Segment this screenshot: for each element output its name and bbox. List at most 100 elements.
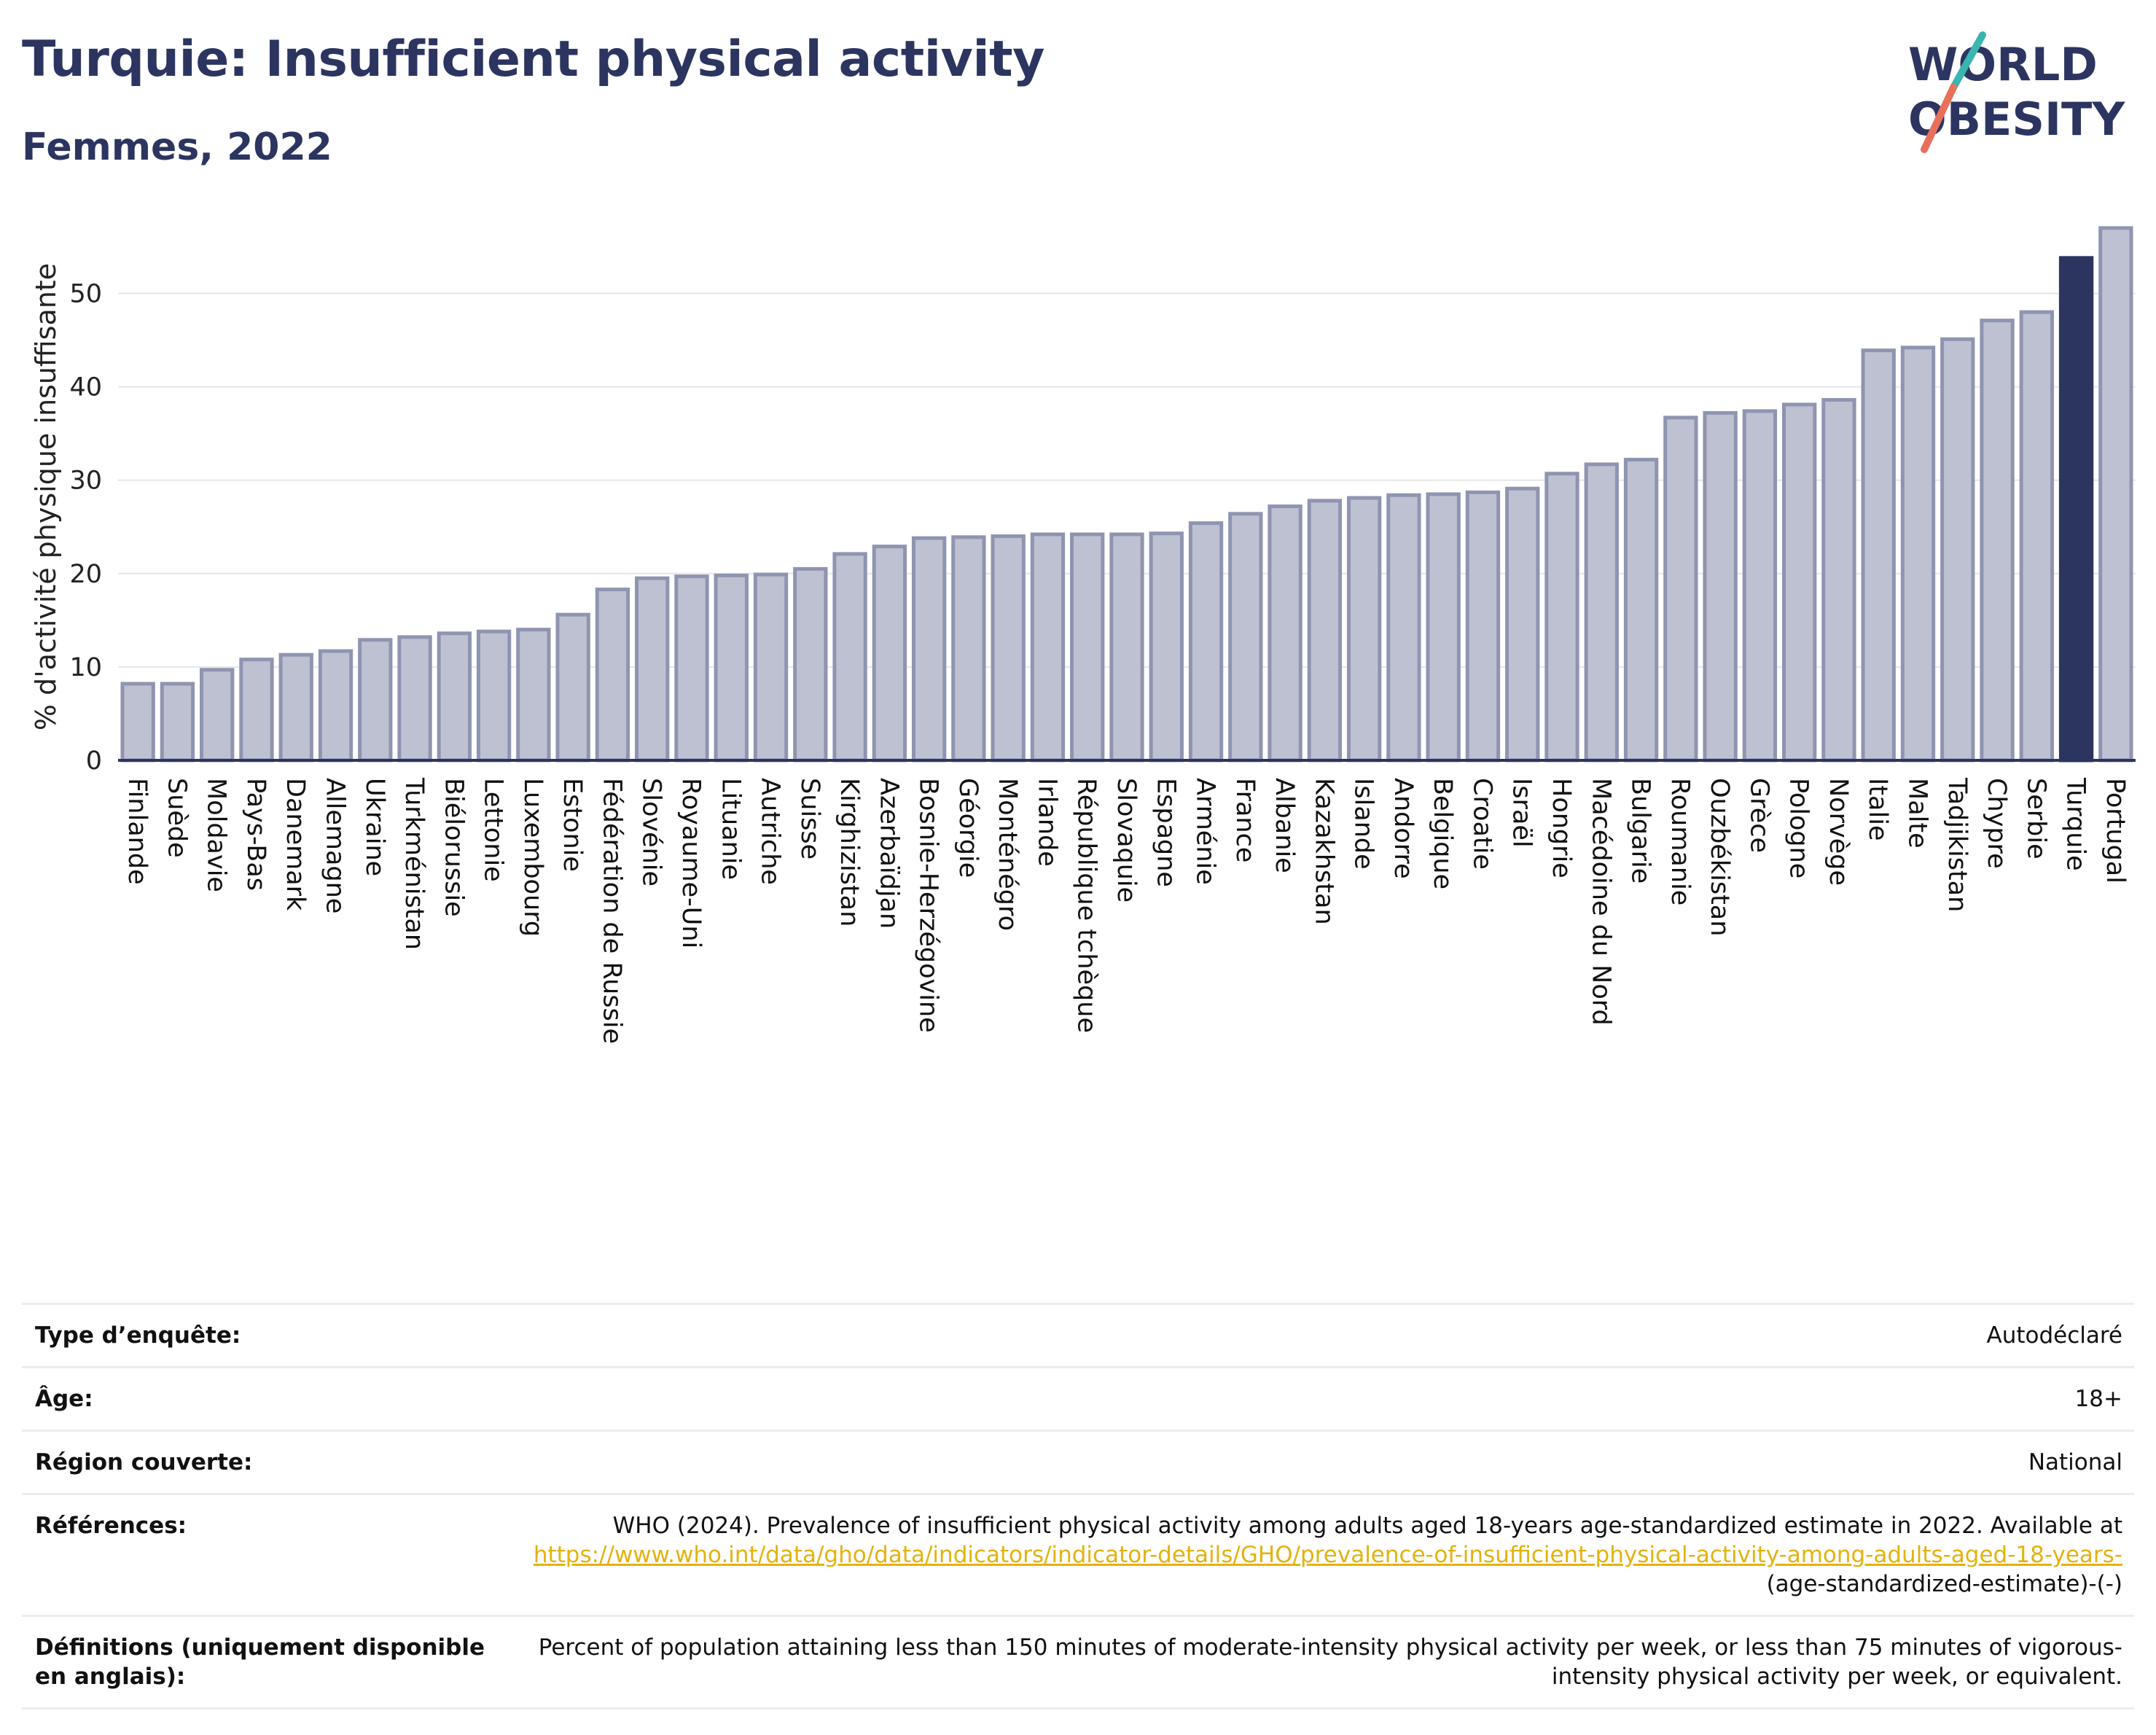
bar-41: [1742, 409, 1778, 763]
bar-24: [1070, 532, 1105, 763]
meta-key: Région couverte:: [22, 1430, 501, 1494]
logo-line1: WORLD: [1908, 38, 2098, 91]
bar-39: [1663, 416, 1698, 763]
x-tick-label: Pologne: [1784, 778, 1813, 878]
bar-28: [1228, 512, 1263, 763]
x-tick-label: Belgique: [1428, 778, 1457, 889]
bar-27: [1188, 521, 1224, 763]
bar-0: [120, 682, 155, 763]
x-tick-label: Moldavie: [202, 778, 231, 892]
bar-17: [793, 566, 828, 763]
meta-key: Âge:: [22, 1366, 501, 1431]
x-tick-label: Bosnie-Herzégovine: [914, 778, 943, 1033]
x-tick-label: Grèce: [1744, 778, 1773, 853]
meta-value: National: [501, 1430, 2134, 1494]
x-tick-label: Slovaquie: [1112, 778, 1141, 902]
bar-12: [595, 588, 630, 763]
x-tick-label: Pays-Bas: [241, 778, 270, 891]
bar-16: [753, 572, 789, 763]
x-tick-label: Ukraine: [360, 778, 389, 876]
x-tick-label: Monténégro: [993, 778, 1022, 931]
x-tick-label: Norvège: [1824, 778, 1853, 886]
bar-6: [358, 638, 393, 763]
x-tick-label: Macédoine du Nord: [1586, 778, 1615, 1026]
logo-slash-teal: [1950, 31, 1986, 91]
x-tick-label: Kirghizistan: [835, 778, 864, 927]
x-tick-label: Slovénie: [637, 778, 666, 886]
bar-25: [1109, 532, 1144, 763]
bar-33: [1426, 492, 1461, 763]
meta-key: Références:: [22, 1493, 501, 1616]
x-tick-label: Biélorussie: [439, 778, 468, 917]
y-tick-label: 50: [69, 279, 102, 308]
meta-value: 18+: [501, 1366, 2134, 1431]
bar-43: [1821, 398, 1856, 763]
bar-31: [1346, 496, 1382, 763]
y-tick-label: 10: [69, 653, 102, 682]
x-tick-label: Turquie: [2061, 777, 2090, 871]
bar-50: [2098, 226, 2133, 763]
bar-13: [635, 576, 670, 763]
bar-chart: 0 10 20 30 40 50% d'activité physique insuffi…: [30, 226, 2136, 1044]
x-tick-label: Turkménistan: [399, 777, 429, 950]
meta-row-references: Références: WHO (2024). Prevalence of in…: [22, 1493, 2134, 1616]
x-tick-label: Espagne: [1151, 778, 1180, 887]
logo-slash-coral: [1921, 84, 1957, 153]
x-tick-label: Italie: [1863, 778, 1892, 841]
x-tick-label: Irlande: [1032, 778, 1061, 867]
bar-34: [1465, 490, 1501, 763]
x-tick-label: Hongrie: [1547, 778, 1576, 878]
bar-15: [714, 573, 749, 763]
x-tick-label: Géorgie: [953, 778, 983, 878]
meta-key: Type d’enquête:: [22, 1303, 501, 1368]
x-tick-label: Allemagne: [321, 778, 350, 913]
meta-key: Définitions (uniquement disponible en an…: [22, 1615, 501, 1709]
x-tick-label: Andorre: [1388, 778, 1418, 879]
bar-45: [1900, 346, 1936, 763]
x-tick-label: Estonie: [558, 778, 587, 872]
y-tick-label: 40: [69, 373, 102, 402]
x-tick-label: Fédération de Russie: [597, 778, 626, 1044]
bar-22: [991, 534, 1026, 763]
meta-row-survey: Type d’enquête: Autodéclaré: [22, 1303, 2134, 1368]
bar-38: [1623, 458, 1659, 763]
metadata-table: Type d’enquête: Autodéclaré Âge: 18+ Rég…: [22, 1303, 2134, 1709]
meta-row-age: Âge: 18+: [22, 1366, 2134, 1431]
x-tick-label: Ouzbékistan: [1705, 778, 1734, 936]
x-tick-label: Bulgarie: [1626, 778, 1655, 884]
x-tick-label: Portugal: [2101, 778, 2130, 884]
bar-21: [951, 535, 986, 763]
x-tick-label: Lettonie: [479, 778, 508, 882]
reference-suffix: (age-standardized-estimate)-(-): [1766, 1571, 2122, 1597]
bar-36: [1544, 472, 1579, 763]
reference-text: WHO (2024). Prevalence of insufficient p…: [612, 1513, 2122, 1539]
bar-20: [911, 536, 947, 763]
meta-row-region: Région couverte: National: [22, 1430, 2134, 1494]
bar-46: [1940, 337, 1975, 763]
x-tick-label: Lituanie: [716, 778, 745, 880]
x-tick-label: Malte: [1902, 778, 1932, 849]
meta-row-definitions: Définitions (uniquement disponible en an…: [22, 1615, 2134, 1709]
y-tick-label: 20: [69, 560, 102, 589]
x-tick-label: Roumanie: [1665, 778, 1695, 905]
bar-4: [278, 652, 313, 763]
reference-link[interactable]: https://www.who.int/data/gho/data/indica…: [533, 1542, 2122, 1568]
bar-8: [437, 631, 472, 763]
bar-42: [1781, 402, 1817, 763]
bar-29: [1268, 504, 1302, 763]
bar-49: [2058, 256, 2094, 763]
y-tick-label: 0: [86, 746, 102, 776]
x-tick-label: Royaume-Uni: [676, 778, 706, 948]
y-axis-label: % d'activité physique insuffisante: [30, 263, 62, 730]
bar-23: [1030, 532, 1066, 763]
x-tick-label: Azerbaïdjan: [874, 778, 903, 929]
bar-1: [160, 682, 195, 763]
meta-value: Percent of population attaining less tha…: [501, 1615, 2134, 1709]
x-tick-label: Croatie: [1467, 778, 1496, 870]
x-tick-label: Islande: [1349, 778, 1378, 870]
bar-5: [318, 649, 354, 763]
bar-32: [1386, 493, 1421, 763]
x-tick-label: Luxembourg: [518, 778, 547, 937]
bar-2: [200, 668, 235, 763]
bar-11: [555, 612, 590, 763]
